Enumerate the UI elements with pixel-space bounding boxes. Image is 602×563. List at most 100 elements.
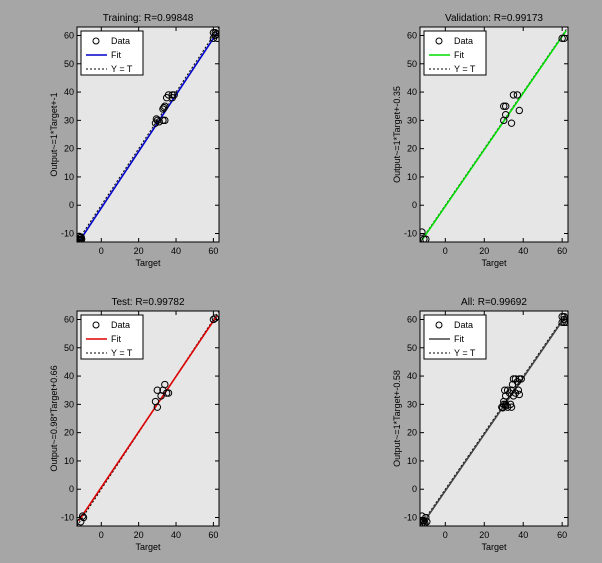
legend-label: Data (111, 320, 130, 330)
y-tick-label: 50 (64, 343, 74, 353)
data-point (170, 91, 178, 99)
data-point (507, 403, 516, 411)
data-point (422, 235, 430, 242)
x-axis-label: Target (135, 542, 161, 552)
plot-content (420, 311, 568, 526)
data-point (211, 28, 219, 37)
x-tick-label: 0 (99, 530, 104, 540)
legend-label: Fit (454, 50, 464, 60)
legend-box (80, 314, 144, 360)
y-tick-label: 0 (412, 200, 417, 210)
x-tick-label: 0 (443, 530, 448, 540)
y-axis-label: Output~=1*Target+-0.58 (392, 370, 402, 467)
x-tick-label: 60 (557, 530, 567, 540)
data-point (153, 386, 162, 394)
data-point (212, 30, 219, 38)
y-tick-label: 20 (64, 144, 74, 154)
x-tick-label: 20 (134, 246, 144, 256)
data-point (161, 102, 169, 110)
chart-panel: Training: R=0.99848 0 20 40 60 -10 0 10 20 30 40 50… (49, 13, 220, 268)
data-point (77, 236, 84, 242)
y-tick-label: 60 (64, 314, 74, 324)
x-axis-label: Target (135, 258, 161, 268)
legend-data-marker (92, 37, 100, 45)
plot-content (77, 27, 219, 242)
legend-label: Data (454, 320, 473, 330)
data-point (209, 315, 218, 324)
identity-line (420, 311, 568, 526)
fit-line (421, 315, 567, 526)
data-point (560, 34, 568, 43)
chart-title: Validation: R=0.99173 (445, 13, 543, 24)
legend: Data Fit Y = T (423, 30, 487, 76)
legend: Data Fit Y = T (423, 314, 487, 360)
data-point (560, 315, 568, 324)
x-tick-label: 20 (479, 246, 489, 256)
legend-label: Y = T (111, 64, 133, 74)
legend-data-marker (435, 37, 443, 45)
data-point (509, 91, 518, 99)
data-point (515, 106, 524, 115)
y-tick-label: 10 (407, 456, 417, 466)
x-tick-label: 60 (208, 246, 218, 256)
y-tick-label: 20 (407, 144, 417, 154)
legend: Data Fit Y = T (80, 30, 144, 76)
y-axis-label: Output~=0.98*Target+0.66 (49, 365, 59, 471)
data-point (77, 236, 83, 242)
data-point (514, 386, 523, 394)
data-point (513, 91, 522, 99)
legend-box (423, 30, 487, 76)
y-tick-label: 10 (64, 456, 74, 466)
y-tick-label: -10 (404, 513, 417, 523)
x-axis-label: Target (481, 542, 507, 552)
data-point (517, 375, 525, 383)
data-point (164, 389, 173, 397)
y-tick-label: 50 (407, 343, 417, 353)
data-point (420, 235, 428, 242)
x-tick-label: 0 (99, 246, 104, 256)
data-point (515, 375, 524, 383)
chart-title: All: R=0.99692 (461, 297, 527, 308)
data-point (78, 512, 87, 520)
y-tick-label: 30 (64, 399, 74, 409)
y-axis-label: Output~=1*Target+-0.35 (392, 86, 402, 183)
y-tick-label: 0 (412, 484, 417, 494)
legend-box (80, 30, 144, 76)
legend-data-marker (435, 321, 443, 329)
data-point (211, 314, 219, 322)
y-tick-label: 40 (407, 371, 417, 381)
data-point (168, 91, 176, 99)
y-tick-label: 10 (407, 172, 417, 182)
data-point (420, 517, 428, 525)
data-point (501, 110, 510, 119)
data-point (500, 102, 508, 110)
y-tick-label: 50 (64, 59, 74, 69)
legend: Data Fit Y = T (80, 314, 144, 360)
x-tick-label: 60 (557, 246, 567, 256)
data-point (423, 518, 431, 526)
x-tick-label: 60 (208, 530, 218, 540)
y-tick-label: -10 (404, 229, 417, 239)
chart-title: Training: R=0.99848 (103, 13, 194, 24)
y-tick-label: 0 (69, 200, 74, 210)
fit-line (78, 32, 218, 242)
legend-data-marker (92, 321, 100, 329)
legend-label: Fit (111, 334, 121, 344)
legend-label: Fit (454, 334, 464, 344)
y-tick-label: 30 (407, 399, 417, 409)
data-point (507, 119, 516, 127)
chart-panel: All: R=0.99692 0 20 40 60 -10 0 10 20 30 40 50 60 Tar… (392, 297, 569, 552)
plot-content (420, 27, 568, 242)
legend-label: Data (111, 36, 130, 46)
y-tick-label: 40 (64, 371, 74, 381)
data-point (161, 116, 169, 125)
x-tick-label: 40 (171, 530, 181, 540)
data-point (153, 403, 162, 411)
x-tick-label: 0 (443, 246, 448, 256)
legend-label: Y = T (454, 64, 476, 74)
y-axis-label: Output~=1*Target+-1 (49, 92, 59, 176)
chart-panel: Test: R=0.99782 0 20 40 60 -10 0 10 20 30 40 50 60 Ta… (49, 297, 220, 552)
y-tick-label: 0 (69, 484, 74, 494)
fit-line (78, 315, 218, 522)
